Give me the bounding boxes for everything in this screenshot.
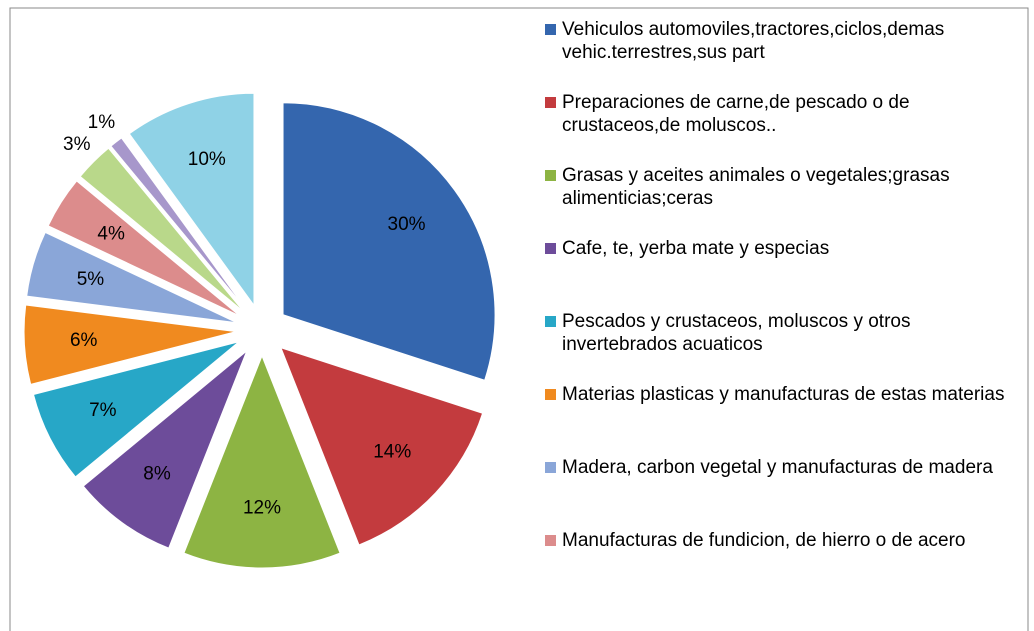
pie-slice [79, 147, 245, 313]
data-label: 5% [77, 269, 105, 290]
data-label: 7% [89, 400, 117, 421]
data-label: 30% [388, 214, 426, 235]
legend-entry: Manufacturas de fundicion, de hierro o d… [545, 529, 1025, 552]
pie-slice [282, 102, 496, 381]
legend-label: Preparaciones de carne,de pescado o de c… [562, 92, 910, 136]
legend-label: Cafe, te, yerba mate y especias [562, 238, 830, 259]
legend-swatch [545, 97, 556, 108]
legend-swatch [545, 170, 556, 181]
pie-slice [26, 231, 238, 324]
pie-slice [82, 350, 248, 549]
legend-label: Materias plasticas y manufacturas de est… [562, 384, 1005, 405]
legend-entry: Cafe, te, yerba mate y especias [545, 237, 1025, 260]
legend-swatch [545, 24, 556, 35]
data-label: 6% [70, 330, 98, 351]
pie-slice [32, 341, 240, 478]
legend-label: Manufacturas de fundicion, de hierro o d… [562, 530, 966, 551]
legend-entry: Grasas y aceites animales o vegetales;gr… [545, 164, 1025, 210]
legend-label: Pescados y crustaceos, moluscos y otros … [562, 311, 911, 355]
data-label: 10% [188, 149, 226, 170]
legend-entry: Preparaciones de carne,de pescado o de c… [545, 91, 1025, 137]
legend-swatch [545, 462, 556, 473]
legend-entry: Madera, carbon vegetal y manufacturas de… [545, 456, 1025, 479]
pie-slice [183, 354, 341, 569]
legend-entry: Pescados y crustaceos, moluscos y otros … [545, 310, 1025, 356]
data-label: 4% [97, 223, 125, 244]
pie-slice [280, 346, 484, 546]
data-label: 1% [88, 112, 116, 133]
pie-slice [23, 304, 237, 385]
pie-slice [47, 180, 241, 317]
data-label: 14% [373, 441, 411, 462]
legend-swatch [545, 535, 556, 546]
legend-swatch [545, 316, 556, 327]
legend-swatch [545, 243, 556, 254]
legend-entry: Materias plasticas y manufacturas de est… [545, 383, 1025, 406]
data-label: 3% [63, 134, 91, 155]
legend-label: Vehiculos automoviles,tractores,ciclos,d… [562, 19, 945, 63]
legend-entry: Vehiculos automoviles,tractores,ciclos,d… [545, 18, 1025, 64]
legend-swatch [545, 389, 556, 400]
data-label: 12% [243, 498, 281, 519]
data-label: 8% [143, 464, 171, 485]
pie-slice [110, 137, 247, 310]
legend-label: Grasas y aceites animales o vegetales;gr… [562, 165, 950, 209]
pie-slice [128, 92, 255, 307]
legend-label: Madera, carbon vegetal y manufacturas de… [562, 457, 993, 478]
